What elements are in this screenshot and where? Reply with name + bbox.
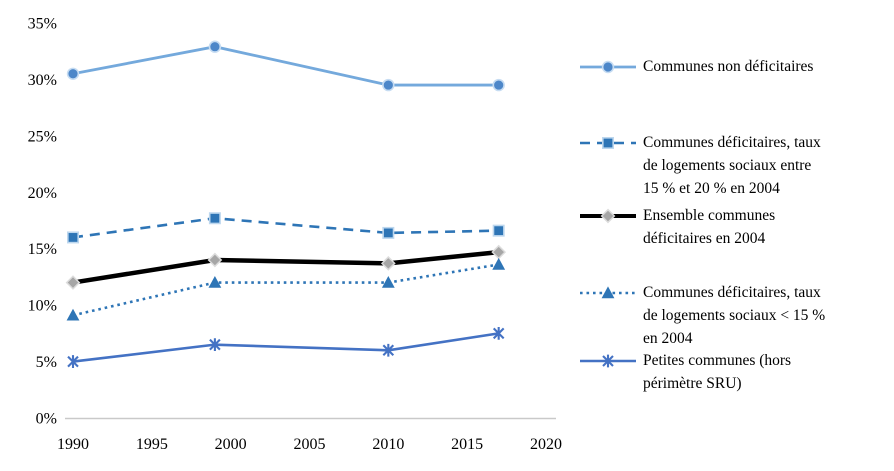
x-axis-tick-label: 2010 — [372, 436, 404, 453]
legend-item-ensemble-communes-deficitaires: Ensemble communes déficitaires en 2004 — [579, 204, 893, 250]
circle-marker-icon — [601, 60, 615, 74]
x-axis-tick-label: 2005 — [293, 436, 325, 453]
asterisk-marker-icon — [209, 338, 221, 352]
triangle-marker-icon — [492, 257, 506, 270]
square-marker-icon — [601, 136, 614, 149]
x-axis-tick-label: 1990 — [57, 436, 89, 453]
line-series-petites-communes-hors-sru — [72, 332, 499, 363]
legend-item-communes-deficitaires-moins-15: Communes déficitaires, taux de logements… — [579, 281, 893, 350]
square-legend-marker-icon — [580, 136, 636, 149]
y-axis-tick-label: 25% — [28, 128, 57, 145]
diamond-marker-icon — [491, 244, 507, 260]
diamond-marker-icon — [207, 252, 223, 268]
x-axis-tick-label: 1995 — [136, 436, 168, 453]
legend-item-label: Communes déficitaires, taux de logements… — [643, 134, 821, 197]
circle-legend-marker-icon — [580, 60, 636, 74]
y-axis-tick-label: 10% — [28, 298, 57, 315]
diamond-marker-icon — [600, 208, 616, 224]
triangle-legend-marker-icon — [580, 286, 636, 299]
y-axis-tick-label: 35% — [28, 16, 57, 33]
circle-marker-icon — [382, 78, 395, 92]
asterisk-legend-marker-icon — [580, 354, 636, 368]
line-series-communes-non-deficitaires — [72, 45, 499, 87]
circle-marker-icon — [492, 78, 505, 92]
y-axis-tick-label: 20% — [28, 185, 57, 202]
chart-legend: Communes non déficitaires Communes défic… — [579, 0, 894, 471]
square-marker-icon — [492, 224, 505, 237]
diamond-marker-icon — [380, 256, 396, 271]
legend-item-label: Communes déficitaires, taux de logements… — [643, 284, 826, 347]
square-marker-icon — [208, 212, 221, 225]
triangle-marker-icon — [381, 275, 395, 288]
legend-item-communes-non-deficitaires: Communes non déficitaires — [579, 55, 893, 78]
y-axis-tick-label: 15% — [28, 241, 57, 258]
asterisk-marker-icon — [67, 355, 79, 368]
line-series-communes-deficitaires-moins-15 — [72, 263, 499, 317]
asterisk-marker-icon — [382, 343, 395, 357]
y-axis-tick-label: 30% — [28, 72, 57, 89]
circle-marker-icon — [208, 40, 222, 53]
legend-item-label: Petites communes (hors périmètre SRU) — [643, 352, 792, 392]
triangle-marker-icon — [601, 286, 615, 299]
y-axis-tick-label: 0% — [36, 411, 57, 428]
x-axis-tick-label: 2015 — [451, 436, 483, 453]
legend-item-label: Communes non déficitaires — [643, 58, 814, 75]
line-series-ensemble-communes-deficitaires — [72, 249, 499, 285]
triangle-marker-icon — [66, 308, 80, 321]
plot-area: 0% 5% 10% 15% 20% 25% 30% 35% 1990 1995 2000 2005 20… — [28, 16, 562, 454]
diamond-legend-marker-icon — [580, 208, 636, 224]
circle-marker-icon — [66, 67, 80, 80]
legend-item-label: Ensemble communes déficitaires en 2004 — [643, 207, 776, 247]
legend-item-petites-communes-hors-sru: Petites communes (hors périmètre SRU) — [579, 349, 893, 395]
square-marker-icon — [382, 226, 395, 239]
line-series-communes-deficitaires-15-20 — [72, 216, 499, 239]
square-marker-icon — [67, 231, 80, 244]
x-axis-tick-label: 2000 — [215, 436, 247, 453]
legend-item-communes-deficitaires-15-20: Communes déficitaires, taux de logements… — [579, 131, 893, 200]
asterisk-marker-icon — [602, 354, 614, 368]
diamond-marker-icon — [65, 275, 81, 290]
asterisk-marker-icon — [492, 326, 505, 340]
y-axis-tick-label: 5% — [36, 354, 57, 371]
x-axis-tick-label: 2020 — [530, 436, 562, 453]
triangle-marker-icon — [208, 275, 222, 288]
